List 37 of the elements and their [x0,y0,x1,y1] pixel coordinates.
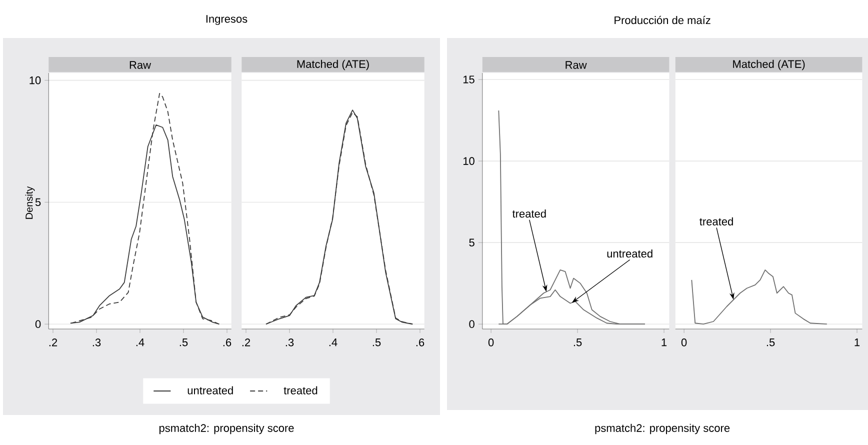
chart-subtitle: Raw [130,61,152,69]
chart-subtitle: Matched (ATE) [733,60,805,70]
x-tick-label: .5 [372,338,381,346]
annotation: treated [700,217,733,226]
y-tick-label: 0 [469,320,474,328]
x-tick-label: .3 [92,338,101,346]
x-tick-label: 1 [854,338,860,346]
y-tick-label: 10 [463,157,474,165]
x-tick-label: .4 [329,338,338,346]
x-tick-label: 0 [681,338,687,346]
chart-subtitle: Matched (ATE) [297,60,369,70]
y-axis-title: Density [25,186,35,219]
legend-label: untreated [188,386,233,394]
x-tick-label: .5 [574,338,582,346]
y-tick-label: 0 [35,320,41,328]
chart-subtitle: Raw [566,61,587,69]
x-tick-label: 1 [662,338,667,346]
x-axis-title: psmatch2: propensity score [159,424,294,434]
y-tick-label: 10 [30,76,41,84]
x-tick-label: .6 [416,338,424,346]
x-tick-label: .2 [242,338,250,346]
x-tick-label: .5 [766,338,775,346]
x-tick-label: .6 [223,338,232,346]
chart-title: Producción de maíz [614,16,710,24]
y-tick-label: 15 [463,76,474,84]
x-tick-label: 0 [488,338,494,346]
legend-label: treated [284,386,318,394]
x-tick-label: .3 [286,338,294,346]
x-axis-title: psmatch2: propensity score [595,424,730,434]
annotation: untreated [607,249,652,258]
x-tick-label: .5 [180,338,188,346]
annotation: treated [512,210,546,218]
x-tick-label: .4 [136,338,144,346]
chart-title: Ingresos [206,15,248,25]
x-tick-label: .2 [49,338,58,346]
y-tick-label: 5 [35,198,41,206]
y-tick-label: 5 [469,238,474,246]
